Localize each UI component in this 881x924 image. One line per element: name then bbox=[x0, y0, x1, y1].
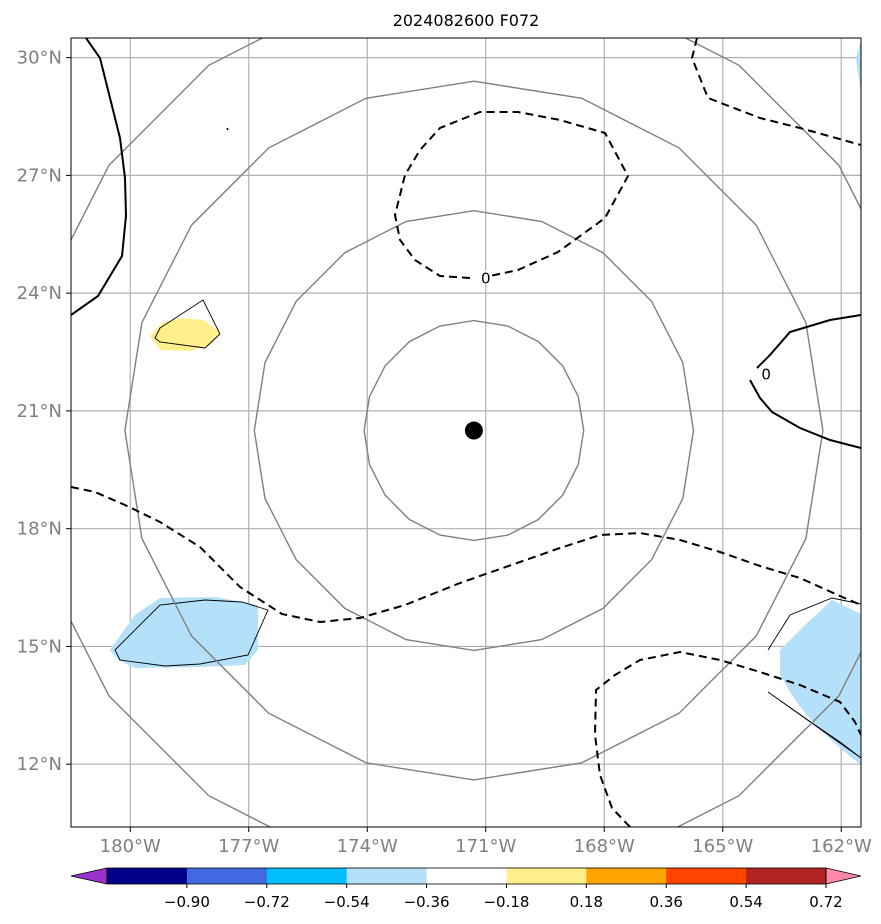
x-tick-label: 165°W bbox=[692, 836, 753, 857]
y-tick-label: 30°N bbox=[17, 48, 62, 69]
solid-contour-east bbox=[749, 314, 861, 449]
colorbar-tick-label: 0.72 bbox=[809, 893, 842, 911]
y-tick-label: 27°N bbox=[17, 165, 62, 186]
x-tick-label: 162°W bbox=[811, 836, 872, 857]
colorbar-tick-label: −0.54 bbox=[324, 893, 370, 911]
map-title: 2024082600 F072 bbox=[393, 11, 540, 30]
longitude-ticks: 180°W 177°W 174°W 171°W 168°W 165°W 162°W bbox=[100, 827, 872, 857]
dashed-contour-northeast bbox=[690, 38, 861, 146]
range-ring bbox=[71, 38, 861, 827]
thin-contour-positive bbox=[154, 299, 221, 349]
colorbar-frame bbox=[106, 867, 827, 885]
latitude-ticks: 12°N 15°N 18°N 21°N 24°N 27°N 30°N bbox=[17, 48, 71, 775]
contour-label: 0 bbox=[481, 269, 491, 287]
colorbar-cell bbox=[107, 868, 188, 884]
colorbar-cell bbox=[426, 868, 507, 884]
colorbar-cell bbox=[586, 868, 667, 884]
colorbar: −0.90 −0.72 −0.54 −0.36 −0.18 0.18 0.36 0.54 0.7… bbox=[70, 867, 862, 911]
storm-center-marker bbox=[464, 421, 483, 440]
contour-label-background bbox=[760, 366, 773, 381]
range-rings bbox=[71, 38, 861, 827]
positive-shade-region bbox=[150, 318, 220, 351]
contour-label: 0 bbox=[761, 366, 771, 384]
colorbar-tick-label: −0.36 bbox=[404, 893, 450, 911]
y-tick-label: 21°N bbox=[17, 401, 62, 422]
contour-labels: 00 bbox=[479, 269, 773, 384]
colorbar-cell bbox=[186, 868, 268, 884]
colorbar-extend-high bbox=[825, 867, 862, 885]
y-tick-label: 15°N bbox=[17, 636, 62, 657]
colorbar-tick-label: 0.54 bbox=[729, 893, 762, 911]
colorbar-cell bbox=[266, 868, 348, 884]
range-ring bbox=[253, 209, 695, 652]
map-frame bbox=[70, 37, 862, 828]
thin-contour-southeast bbox=[767, 597, 861, 759]
negative-shade-region-southwest bbox=[110, 597, 258, 668]
shaded-regions bbox=[110, 40, 861, 765]
colorbar-tick-label: −0.72 bbox=[244, 893, 290, 911]
y-tick-label: 24°N bbox=[17, 283, 62, 304]
colorbar-cell bbox=[666, 868, 747, 884]
colorbar-tick-label: −0.18 bbox=[483, 893, 529, 911]
range-ring bbox=[124, 80, 824, 781]
colorbar-tick-label: −0.90 bbox=[164, 893, 210, 911]
colorbar-cell bbox=[506, 868, 587, 884]
negative-shade-region-northeast bbox=[856, 40, 861, 95]
thin-contour-southwest bbox=[114, 599, 269, 667]
colorbar-cell bbox=[746, 868, 827, 884]
contour-label-background bbox=[479, 270, 492, 285]
solid-contour-west bbox=[71, 38, 128, 316]
y-tick-label: 18°N bbox=[17, 519, 62, 540]
x-tick-label: 180°W bbox=[100, 836, 161, 857]
colorbar-tick-label: 0.18 bbox=[570, 893, 603, 911]
range-ring bbox=[363, 319, 585, 542]
x-tick-label: 171°W bbox=[455, 836, 516, 857]
colorbar-extend-low bbox=[70, 867, 108, 885]
x-tick-label: 177°W bbox=[218, 836, 279, 857]
negative-shade-region-southeast bbox=[780, 600, 861, 765]
x-tick-label: 174°W bbox=[337, 836, 398, 857]
x-tick-label: 168°W bbox=[574, 836, 635, 857]
zero-contours bbox=[71, 38, 861, 827]
dashed-contour-north-center bbox=[393, 111, 630, 279]
dashed-contour-southeast bbox=[593, 650, 861, 827]
colorbar-tick-label: 0.36 bbox=[650, 893, 683, 911]
thin-contour-outlines bbox=[114, 299, 861, 759]
isolated-dot bbox=[226, 127, 229, 131]
gridlines bbox=[71, 38, 861, 827]
dashed-contour-south bbox=[71, 486, 861, 624]
y-tick-label: 12°N bbox=[17, 754, 62, 775]
colorbar-cell bbox=[346, 868, 428, 884]
